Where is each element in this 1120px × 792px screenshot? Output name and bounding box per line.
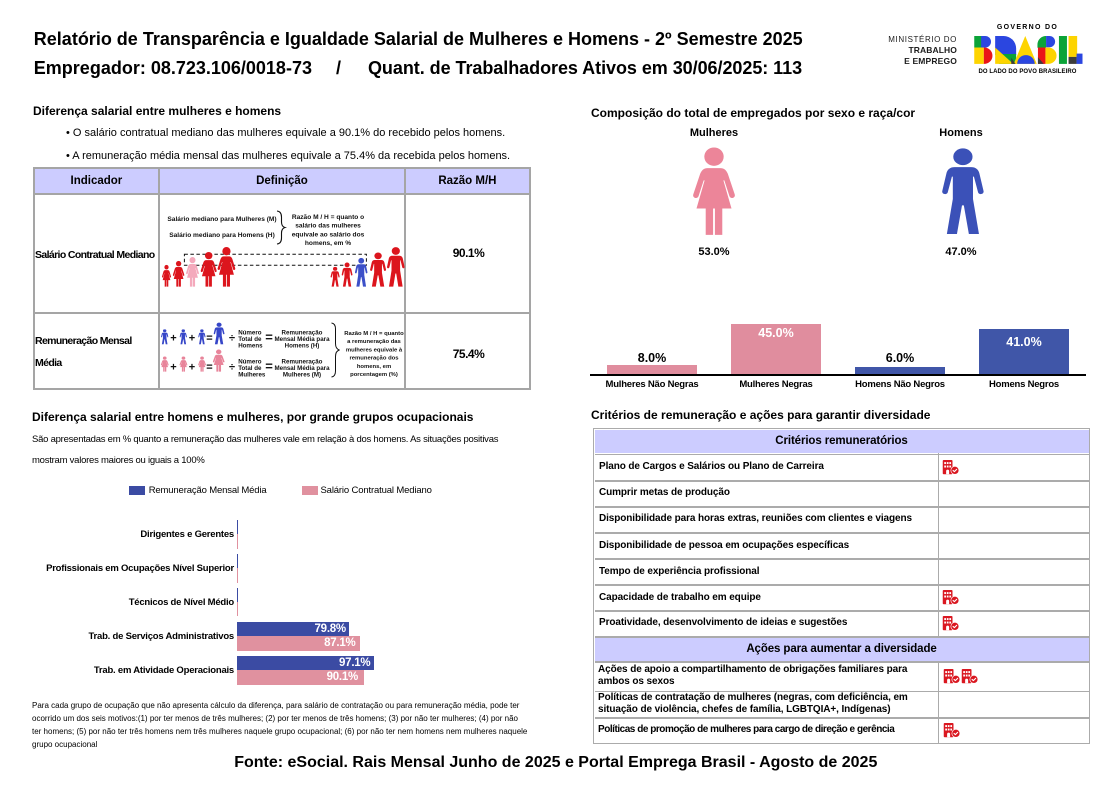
svg-text:=: = [206,362,212,374]
svg-text:Salário mediano para Homens (H: Salário mediano para Homens (H) [169,232,275,239]
svg-text:Remuneração: Remuneração [282,330,323,337]
svg-text:Razão M / H = quanto: Razão M / H = quanto [344,331,404,337]
svg-text:Número: Número [238,330,262,337]
svg-text:Homens: Homens [238,343,263,350]
svg-text:salário das mulheres: salário das mulheres [295,223,361,230]
svg-text:Total de: Total de [238,365,262,372]
svg-text:equivale ao salário dos: equivale ao salário dos [292,231,365,238]
svg-text:+: + [170,362,176,374]
svg-text:Mulheres (M): Mulheres (M) [283,372,321,379]
svg-text:Salário mediano para Mulheres: Salário mediano para Mulheres (M) [167,216,276,223]
svg-text:Razão M / H = quanto o: Razão M / H = quanto o [292,214,364,221]
svg-text:Mensal Média para: Mensal Média para [274,336,330,343]
svg-text:mulheres equivale à: mulheres equivale à [346,347,403,353]
svg-text:÷: ÷ [229,333,235,345]
svg-text:Mulheres: Mulheres [238,372,266,379]
svg-text:+: + [189,333,195,345]
svg-text:remuneração dos: remuneração dos [349,356,399,362]
svg-text:Número: Número [238,359,262,366]
svg-text:Homens (H): Homens (H) [285,343,320,350]
svg-text:=: = [265,359,273,374]
svg-text:a remuneração das: a remuneração das [347,339,401,345]
svg-text:homens, em %: homens, em % [305,240,351,247]
svg-text:÷: ÷ [229,362,235,374]
svg-text:homens, em: homens, em [357,364,391,370]
svg-text:=: = [265,330,273,345]
svg-text:+: + [170,333,176,345]
svg-text:Mensal Média para: Mensal Média para [274,365,330,372]
svg-text:Total de: Total de [238,336,262,343]
svg-text:=: = [206,333,212,345]
svg-text:Remuneração: Remuneração [282,359,323,366]
svg-text:+: + [189,362,195,374]
svg-text:porcentagem (%): porcentagem (%) [350,372,398,378]
